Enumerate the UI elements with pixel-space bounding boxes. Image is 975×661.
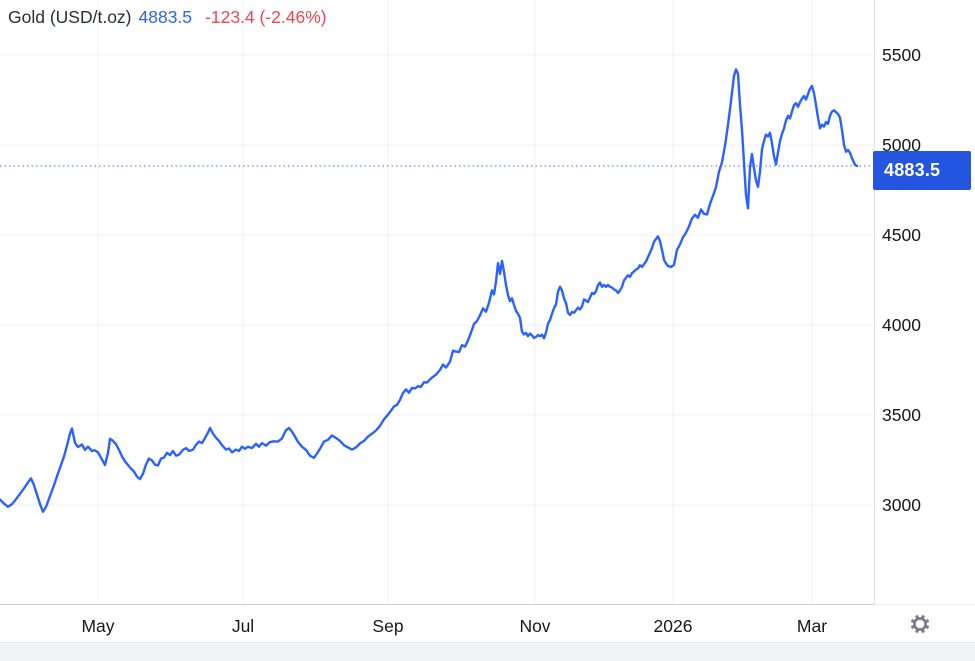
time-axis-label: Sep — [372, 616, 404, 636]
time-axis-label: May — [81, 616, 115, 636]
last-price-value: 4883.5 — [138, 7, 193, 27]
price-axis-label: 3000 — [882, 495, 921, 515]
price-axis[interactable]: 4883.5 5500 5000 4500 4000 3500 3000 — [873, 0, 975, 642]
time-axis-label: 2026 — [653, 616, 693, 636]
price-axis-label: 4000 — [882, 315, 921, 335]
footer-strip — [0, 642, 975, 661]
time-axis-label: Jul — [231, 616, 255, 636]
price-axis-label: 3500 — [882, 405, 921, 425]
time-axis-label: Mar — [796, 616, 828, 636]
chart-legend[interactable]: Gold (USD/t.oz) 4883.5 -123.4 (-2.46%) — [8, 6, 327, 28]
axis-settings-cell — [874, 604, 975, 642]
price-series-line — [0, 68, 859, 513]
price-axis-label: 4500 — [882, 225, 921, 245]
time-axis-label: Nov — [519, 616, 551, 636]
price-axis-label: 5000 — [882, 135, 921, 155]
last-price-label-text: 4883.5 — [884, 159, 941, 180]
price-chart-plot-area[interactable]: Gold (USD/t.oz) 4883.5 -123.4 (-2.46%) — [0, 0, 874, 603]
last-price-label: 4883.5 — [873, 150, 971, 190]
price-axis-label: 5500 — [882, 45, 921, 65]
settings-gear-button[interactable] — [905, 609, 935, 639]
price-line-chart — [0, 0, 874, 603]
symbol-name: Gold (USD/t.oz) — [8, 7, 132, 27]
time-axis[interactable]: May Jul Sep Nov 2026 Mar — [0, 604, 874, 642]
gear-icon — [910, 614, 930, 634]
price-change-value: -123.4 (-2.46%) — [205, 7, 327, 27]
